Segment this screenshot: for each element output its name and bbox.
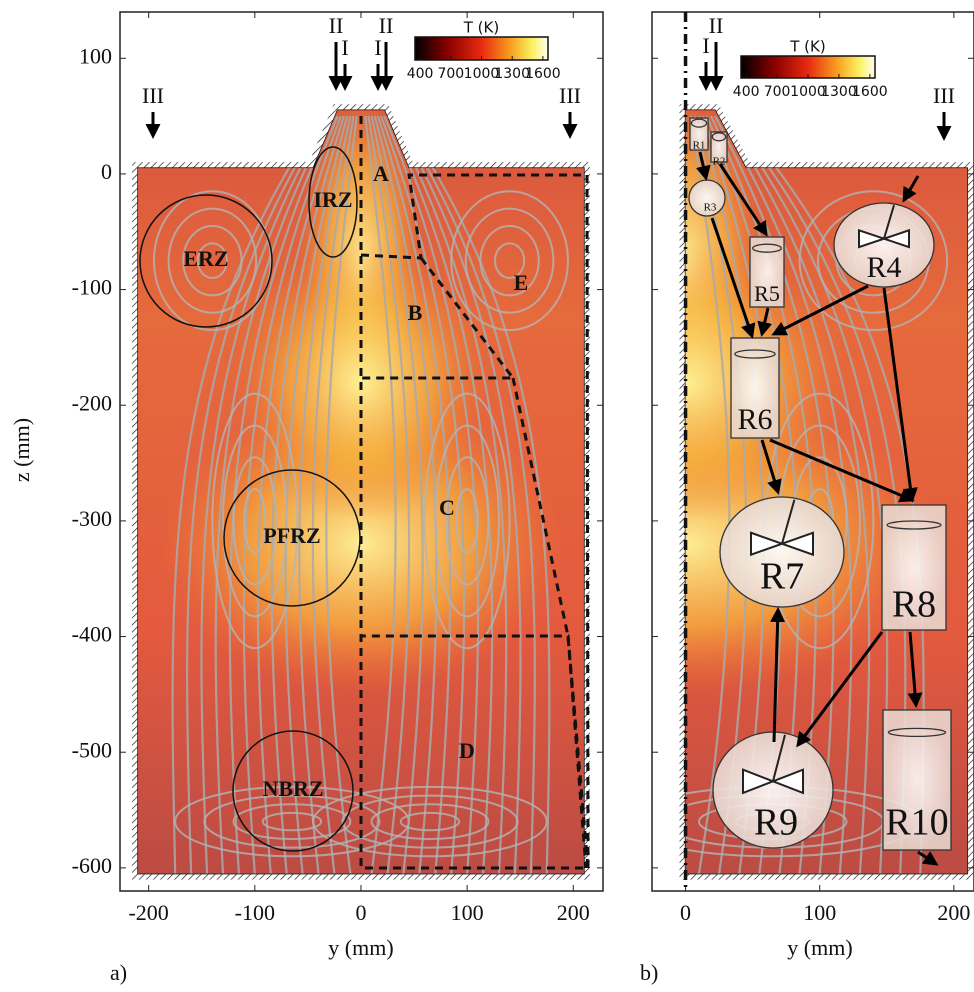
- label: E: [514, 270, 529, 295]
- colorbar-tick-label: 1600: [525, 66, 561, 82]
- label: I: [341, 35, 348, 60]
- y-tick-label: -400: [72, 622, 112, 647]
- label: II: [379, 13, 394, 38]
- colorbar-tick-label: 400: [407, 66, 434, 82]
- panel: -200 -100 0 100 200 100 0 -100 -200 -300 -400 -500 -…: [72, 12, 603, 925]
- y-tick-label: -300: [72, 506, 112, 531]
- y-tick-label: -200: [72, 390, 112, 415]
- x-tick-label: -100: [235, 900, 275, 925]
- label: III: [933, 83, 955, 108]
- x-axis-label: y (mm): [787, 935, 852, 960]
- panels: -200 -100 0 100 200 100 0 -100 -200 -300 -400 -500 -…: [72, 12, 974, 925]
- y-tick-label: -600: [72, 853, 112, 878]
- reactor-label: R3: [704, 202, 717, 214]
- label: C: [439, 495, 455, 520]
- colorbar-tick-label: 400: [733, 84, 760, 100]
- reactor-label: R4: [866, 251, 901, 284]
- reactor-label: R7: [760, 556, 804, 598]
- reactor-label: R8: [892, 584, 936, 626]
- colorbar-tick-label: 1600: [852, 84, 888, 100]
- label: III: [559, 83, 581, 108]
- label: NBRZ: [262, 776, 323, 801]
- x-tick-label: 200: [557, 900, 590, 925]
- label: IRZ: [313, 187, 352, 212]
- label: B: [408, 300, 423, 325]
- colorbar-title: T (K): [463, 19, 499, 37]
- panel-label: a): [110, 960, 127, 985]
- label: I: [374, 35, 381, 60]
- reactor-label: R10: [885, 802, 948, 844]
- y-tick-label: 0: [101, 159, 112, 184]
- label: PFRZ: [263, 523, 320, 548]
- panel-label: b): [640, 960, 658, 985]
- x-tick-label: 100: [803, 900, 836, 925]
- reactor-label: R1: [693, 140, 706, 152]
- label: II: [709, 13, 724, 38]
- x-tick-label: 100: [451, 900, 484, 925]
- x-tick-label: 0: [680, 900, 691, 925]
- colorbar-title: T (K): [789, 38, 825, 56]
- y-tick-label: 100: [79, 43, 112, 68]
- x-axis-label: y (mm): [328, 935, 393, 960]
- label: I: [702, 33, 709, 58]
- x-tick-label: 0: [355, 900, 366, 925]
- x-tick-label: 200: [937, 900, 970, 925]
- label: III: [142, 83, 164, 108]
- y-axis-label: z (mm): [9, 418, 34, 482]
- label: ERZ: [183, 246, 228, 271]
- reactor-label: R5: [754, 281, 780, 306]
- colorbar-tick-label: 700: [764, 84, 791, 100]
- temperature-field: [120, 12, 603, 891]
- reactor-label: R6: [737, 403, 772, 436]
- figure: -200 -100 0 100 200 100 0 -100 -200 -300 -400 -500 -…: [0, 0, 974, 992]
- x-tick-label: -200: [128, 900, 168, 925]
- reactor-label: R2: [713, 156, 726, 168]
- y-tick-label: -100: [72, 275, 112, 300]
- y-tick-label: -500: [72, 737, 112, 762]
- reactor-label: R9: [754, 802, 798, 844]
- colorbar-tick-label: 700: [437, 66, 464, 82]
- label: D: [459, 738, 475, 763]
- label: A: [373, 161, 389, 186]
